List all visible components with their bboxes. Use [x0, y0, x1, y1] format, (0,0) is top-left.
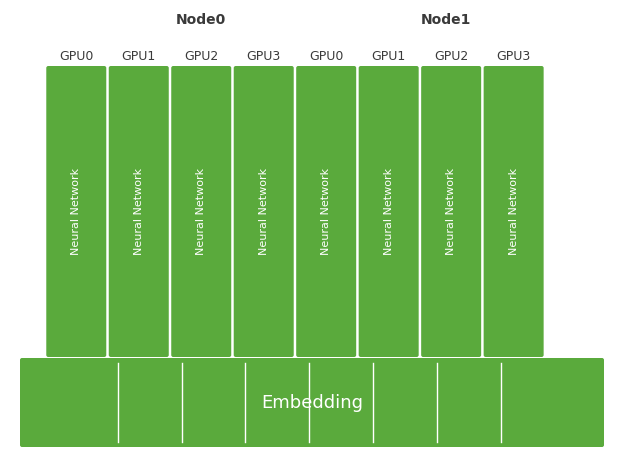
- Text: Embedding: Embedding: [261, 393, 363, 412]
- Text: Neural Network: Neural Network: [384, 168, 394, 255]
- Text: Neural Network: Neural Network: [321, 168, 331, 255]
- Text: Neural Network: Neural Network: [446, 168, 456, 255]
- Text: GPU2: GPU2: [184, 50, 218, 62]
- FancyBboxPatch shape: [20, 358, 604, 447]
- FancyBboxPatch shape: [171, 66, 232, 357]
- FancyBboxPatch shape: [359, 66, 419, 357]
- Text: GPU0: GPU0: [59, 50, 94, 62]
- Text: Node1: Node1: [421, 13, 470, 27]
- Text: GPU1: GPU1: [371, 50, 406, 62]
- Text: GPU0: GPU0: [309, 50, 343, 62]
- Text: Neural Network: Neural Network: [259, 168, 269, 255]
- Text: Neural Network: Neural Network: [71, 168, 81, 255]
- Text: GPU3: GPU3: [497, 50, 531, 62]
- FancyBboxPatch shape: [46, 66, 106, 357]
- Text: Neural Network: Neural Network: [134, 168, 144, 255]
- FancyBboxPatch shape: [234, 66, 294, 357]
- Text: GPU1: GPU1: [122, 50, 156, 62]
- FancyBboxPatch shape: [484, 66, 544, 357]
- Text: GPU3: GPU3: [246, 50, 281, 62]
- Text: Node0: Node0: [176, 13, 227, 27]
- Text: GPU2: GPU2: [434, 50, 468, 62]
- Text: Neural Network: Neural Network: [196, 168, 207, 255]
- FancyBboxPatch shape: [109, 66, 168, 357]
- Text: Neural Network: Neural Network: [509, 168, 519, 255]
- FancyBboxPatch shape: [296, 66, 356, 357]
- FancyBboxPatch shape: [421, 66, 481, 357]
